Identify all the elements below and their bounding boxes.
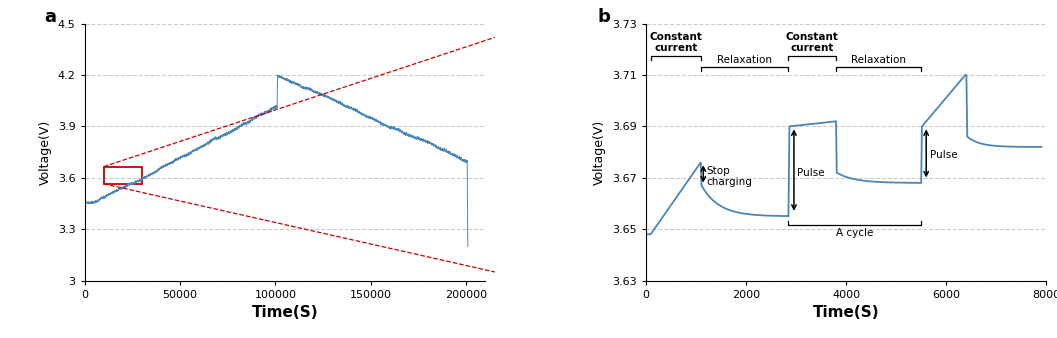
Text: Pulse: Pulse xyxy=(797,168,824,178)
X-axis label: Time(S): Time(S) xyxy=(252,305,318,320)
Y-axis label: Voltage(V): Voltage(V) xyxy=(39,119,52,185)
Y-axis label: Voltage(V): Voltage(V) xyxy=(593,119,607,185)
Text: Pulse: Pulse xyxy=(930,150,958,160)
Text: Constant
current: Constant current xyxy=(785,31,838,53)
Text: b: b xyxy=(597,8,611,26)
Bar xyxy=(104,167,142,184)
Text: a: a xyxy=(44,8,56,26)
Text: Constant
current: Constant current xyxy=(649,31,702,53)
Text: A cycle: A cycle xyxy=(836,228,873,238)
Text: Relaxation: Relaxation xyxy=(717,55,772,65)
X-axis label: Time(S): Time(S) xyxy=(813,305,879,320)
Text: Relaxation: Relaxation xyxy=(851,55,906,65)
Text: Stop
charging: Stop charging xyxy=(707,166,753,187)
